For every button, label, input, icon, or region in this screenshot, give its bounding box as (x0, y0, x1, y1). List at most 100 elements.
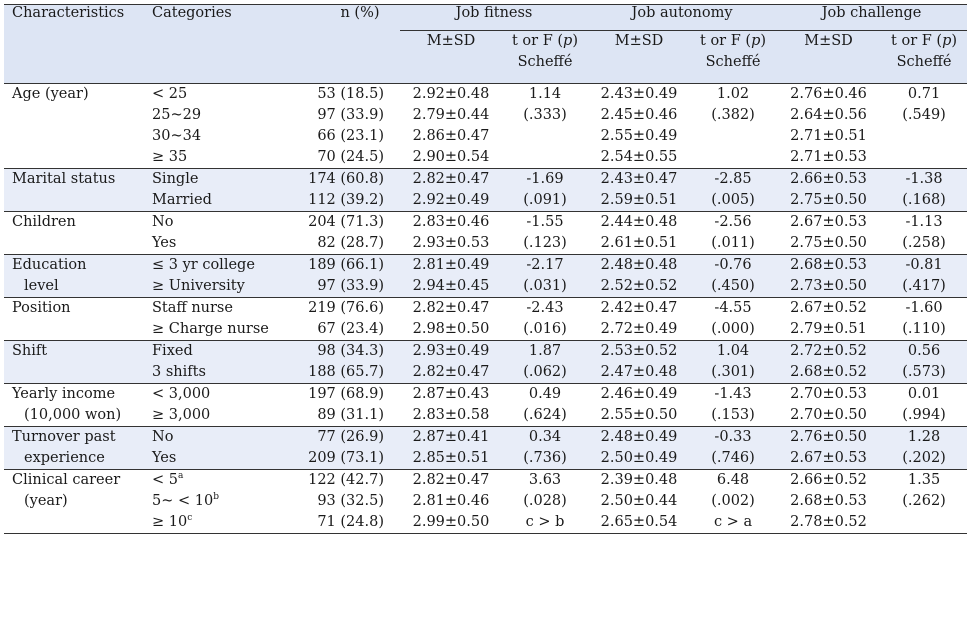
job-challenge-msd-cell: 2.76±0.50 2.67±0.53 (776, 426, 882, 470)
job-fitness-msd-cell: 2.92±0.48 2.79±0.44 2.86±0.47 2.90±0.54 (400, 83, 502, 169)
job-challenge-msd-cell: 2.66±0.53 2.75±0.50 (776, 168, 882, 212)
job-challenge-msd-cell-text: 2.72±0.52 (790, 343, 867, 359)
job-fitness-t-cell: 0.34 (.736) (502, 426, 589, 470)
job-fitness-t-cell-text: -2.17 (526, 257, 564, 273)
job-challenge-t-cell-text: 0.71 (907, 86, 941, 102)
table-row: Turnover past experience No Yes 77 (26.9) 209… (4, 426, 968, 470)
job-autonomy-msd-cell: 2.42±0.47 2.72±0.49 (588, 297, 691, 341)
header-characteristics: Characteristics (4, 4, 152, 84)
job-autonomy-t-cell-text: (.746) (711, 450, 755, 466)
job-autonomy-msd-cell-text: 2.55±0.49 (600, 128, 678, 144)
header-msd: M±SD (776, 30, 882, 84)
job-autonomy-msd-cell-text: 2.55±0.50 (600, 407, 678, 423)
job-fitness-msd-cell-text: 2.85±0.51 (412, 450, 490, 466)
category-cell-text: ≥ 35 (152, 149, 188, 165)
job-challenge-msd-cell-text: 2.68±0.53 (790, 493, 867, 509)
header-scheffe: Scheffé (896, 54, 952, 70)
job-autonomy-msd-cell-text: 2.48±0.48 (600, 257, 678, 273)
job-fitness-t-cell-text: 3.63 (528, 472, 562, 488)
job-fitness-t-cell-text: -2.43 (526, 300, 564, 316)
category-cell-text: ≥ University (152, 278, 245, 294)
category-superscript: b (213, 492, 219, 502)
job-autonomy-t-cell: 6.48 (.002) c > a (690, 469, 777, 534)
category-cell-text: < 5 (152, 472, 178, 488)
job-challenge-msd-cell-text: 2.67±0.53 (790, 450, 867, 466)
characteristic-cell: Turnover past experience (4, 426, 152, 470)
job-autonomy-msd-cell-text: 2.59±0.51 (600, 192, 678, 208)
job-fitness-msd-cell: 2.81±0.49 2.94±0.45 (400, 254, 502, 298)
job-autonomy-msd-cell-text: 2.54±0.55 (600, 149, 678, 165)
n-percent-cell-text: 53 (18.5) (317, 86, 384, 102)
category-cell: < 25 25~29 30~34 ≥ 35 (152, 83, 300, 169)
job-challenge-msd-cell-text: 2.75±0.50 (790, 235, 867, 251)
job-fitness-msd-cell: 2.87±0.43 2.83±0.58 (400, 383, 502, 427)
n-percent-cell-text: 98 (34.3) (317, 343, 384, 359)
job-autonomy-t-cell-text: 1.04 (716, 343, 750, 359)
job-fitness-t-cell-text: (.123) (523, 235, 567, 251)
job-autonomy-msd-cell-text: 2.45±0.46 (600, 107, 678, 123)
header-t-or-f: t or F (p) Scheffé (690, 30, 777, 84)
n-percent-cell-text: 122 (42.7) (308, 472, 384, 488)
n-percent-cell-text: 197 (68.9) (308, 386, 384, 402)
n-percent-cell-text: 66 (23.1) (317, 128, 384, 144)
job-fitness-msd-cell-text: 2.79±0.44 (412, 107, 490, 123)
job-challenge-t-cell: 0.71 (.549) (881, 83, 968, 169)
characteristic-cell: Clinical career (year) (4, 469, 152, 534)
job-challenge-t-cell-text: (.110) (902, 321, 946, 337)
subheader-row: M±SD t or F (p) Scheffé M±SD t or F (p) Schef… (4, 30, 968, 84)
table-row: Marital status Single Married 174 (60.8) 112… (4, 168, 968, 212)
job-fitness-t-cell: -2.17 (.031) (502, 254, 589, 298)
job-challenge-t-cell: -1.60 (.110) (881, 297, 968, 341)
job-fitness-msd-cell-text: 2.86±0.47 (412, 128, 490, 144)
job-autonomy-t-cell-text: (.450) (711, 278, 755, 294)
job-challenge-t-cell-text: (.573) (902, 364, 946, 380)
job-challenge-t-cell: -0.81 (.417) (881, 254, 968, 298)
job-fitness-msd-cell-text: 2.93±0.53 (412, 235, 490, 251)
header-p-text: p (563, 33, 573, 49)
header-t-close: ) (951, 33, 958, 49)
header-n: n (%) (300, 4, 400, 84)
characteristic-cell-text: (year) (24, 493, 68, 509)
job-autonomy-t-cell: 1.04 (.301) (690, 340, 777, 384)
job-challenge-t-cell: -1.13 (.258) (881, 211, 968, 255)
job-challenge-t-cell-text: 1.28 (907, 429, 941, 445)
job-fitness-t-cell: -2.43 (.016) (502, 297, 589, 341)
n-percent-cell: 219 (76.6) 67 (23.4) (300, 297, 400, 341)
category-cell: No Yes (152, 426, 300, 470)
job-challenge-t-cell-text: (.258) (902, 235, 946, 251)
characteristic-cell: Yearly income (10,000 won) (4, 383, 152, 427)
job-challenge-msd-cell: 2.67±0.52 2.79±0.51 (776, 297, 882, 341)
job-fitness-t-cell-text: (.624) (523, 407, 567, 423)
job-challenge-msd-cell-text: 2.73±0.50 (790, 278, 867, 294)
n-percent-cell-text: 82 (28.7) (317, 235, 384, 251)
category-cell-text: Staff nurse (152, 300, 233, 316)
job-autonomy-msd-cell-text: 2.72±0.49 (600, 321, 678, 337)
job-challenge-msd-cell-text: 2.64±0.56 (790, 107, 867, 123)
category-cell: < 3,000 ≥ 3,000 (152, 383, 300, 427)
job-autonomy-t-cell: 1.02 (.382) (690, 83, 777, 169)
job-challenge-msd-cell-text: 2.78±0.52 (790, 514, 867, 530)
characteristic-cell-text: Education (12, 257, 87, 273)
characteristic-cell-text: (10,000 won) (24, 407, 122, 423)
job-fitness-msd-cell-text: 2.81±0.49 (412, 257, 490, 273)
job-fitness-t-cell-text: (.016) (523, 321, 567, 337)
job-fitness-msd-cell-text: 2.92±0.49 (412, 192, 490, 208)
job-autonomy-msd-cell-text: 2.48±0.49 (600, 429, 678, 445)
category-cell-text: 25~29 (152, 107, 202, 123)
category-cell-text: 3 shifts (152, 364, 206, 380)
job-fitness-t-cell: 1.14 (.333) (502, 83, 589, 169)
characteristic-cell: Children (4, 211, 152, 255)
category-cell-text: Single (152, 171, 199, 187)
table-row: Education level ≤ 3 yr college ≥ University… (4, 254, 968, 298)
n-percent-cell: 204 (71.3) 82 (28.7) (300, 211, 400, 255)
category-cell: Fixed 3 shifts (152, 340, 300, 384)
job-challenge-msd-cell: 2.76±0.46 2.64±0.56 2.71±0.51 2.71±0.53 (776, 83, 882, 169)
job-autonomy-msd-cell-text: 2.52±0.52 (600, 278, 678, 294)
n-percent-cell-text: 77 (26.9) (317, 429, 384, 445)
job-autonomy-t-cell-text: c > a (713, 514, 753, 530)
characteristic-cell: Marital status (4, 168, 152, 212)
characteristic-cell-text: Yearly income (12, 386, 116, 402)
job-challenge-msd-cell-text: 2.68±0.52 (790, 364, 867, 380)
job-fitness-t-cell: -1.55 (.123) (502, 211, 589, 255)
job-fitness-msd-cell-text: 2.99±0.50 (412, 514, 490, 530)
